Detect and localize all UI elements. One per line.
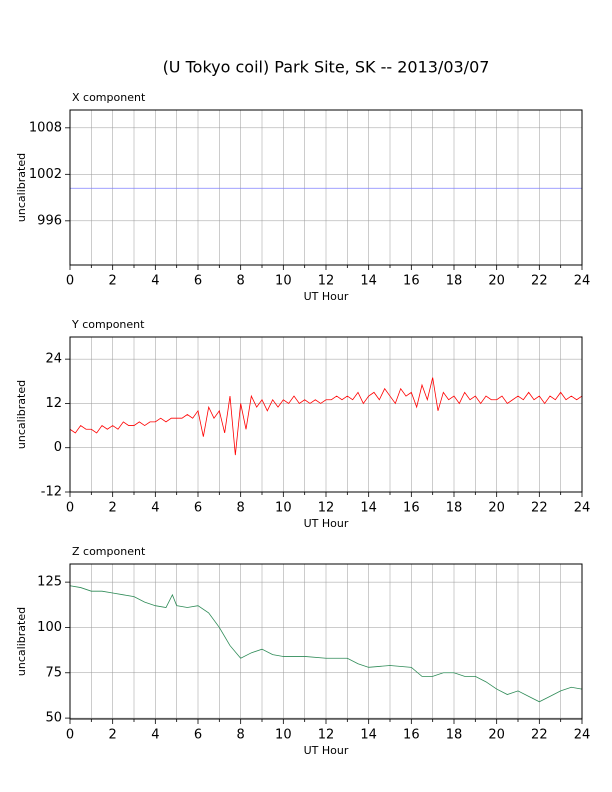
x-tick-label: 8	[237, 501, 245, 516]
x-tick-label: 12	[318, 274, 335, 289]
y-tick-label: 996	[37, 213, 62, 228]
x-tick-label: 8	[237, 274, 245, 289]
y-tick-label: 125	[37, 575, 62, 590]
x-tick-label: 10	[275, 274, 292, 289]
x-tick-label: 8	[237, 728, 245, 743]
x-tick-label: 18	[446, 728, 463, 743]
x-tick-label: 0	[66, 274, 74, 289]
panel-title: Z component	[72, 545, 146, 558]
x-tick-label: 20	[488, 274, 505, 289]
x-tick-label: 2	[109, 501, 117, 516]
x-tick-label: 22	[531, 274, 548, 289]
x-tick-label: 4	[151, 501, 159, 516]
panel-title: Y component	[71, 318, 145, 331]
y-tick-label: 100	[37, 620, 62, 635]
x-tick-label: 22	[531, 728, 548, 743]
x-tick-label: 12	[318, 501, 335, 516]
x-tick-label: 2	[109, 728, 117, 743]
y-tick-label: 75	[45, 665, 62, 680]
x-tick-label: 6	[194, 274, 202, 289]
x-tick-label: 0	[66, 501, 74, 516]
x-tick-label: 22	[531, 501, 548, 516]
x-tick-label: 12	[318, 728, 335, 743]
x-tick-label: 4	[151, 728, 159, 743]
x-tick-label: 24	[574, 274, 591, 289]
plot-frame	[69, 336, 583, 493]
x-tick-label: 14	[360, 501, 377, 516]
y-axis-label: uncalibrated	[15, 380, 28, 449]
x-tick-label: 24	[574, 728, 591, 743]
y-tick-label: 12	[45, 396, 62, 411]
x-tick-label: 0	[66, 728, 74, 743]
data-line	[69, 377, 583, 456]
y-tick-label: -12	[41, 485, 62, 500]
x-tick-label: 24	[574, 501, 591, 516]
x-tick-label: 6	[194, 501, 202, 516]
page-title: (U Tokyo coil) Park Site, SK -- 2013/03/…	[163, 58, 490, 77]
x-tick-label: 10	[275, 501, 292, 516]
y-tick-label: 0	[54, 440, 62, 455]
y-axis-label: uncalibrated	[15, 153, 28, 222]
plot-frame	[69, 109, 583, 266]
x-tick-label: 18	[446, 274, 463, 289]
x-tick-label: 16	[403, 501, 420, 516]
x-tick-label: 20	[488, 728, 505, 743]
x-tick-label: 14	[360, 728, 377, 743]
x-tick-label: 16	[403, 274, 420, 289]
y-tick-label: 24	[45, 352, 62, 367]
x-tick-label: 10	[275, 728, 292, 743]
x-tick-label: 18	[446, 501, 463, 516]
x-tick-label: 14	[360, 274, 377, 289]
panel-title: X component	[72, 91, 146, 104]
x-axis-label: UT Hour	[304, 744, 349, 757]
y-tick-label: 50	[45, 711, 62, 726]
plot-frame	[69, 563, 583, 720]
x-tick-label: 16	[403, 728, 420, 743]
data-line	[69, 585, 583, 703]
x-tick-label: 6	[194, 728, 202, 743]
x-tick-label: 2	[109, 274, 117, 289]
y-tick-label: 1002	[29, 167, 62, 182]
x-axis-label: UT Hour	[304, 290, 349, 303]
y-tick-label: 1008	[29, 120, 62, 135]
y-axis-label: uncalibrated	[15, 607, 28, 676]
x-tick-label: 4	[151, 274, 159, 289]
x-tick-label: 20	[488, 501, 505, 516]
x-axis-label: UT Hour	[304, 517, 349, 530]
